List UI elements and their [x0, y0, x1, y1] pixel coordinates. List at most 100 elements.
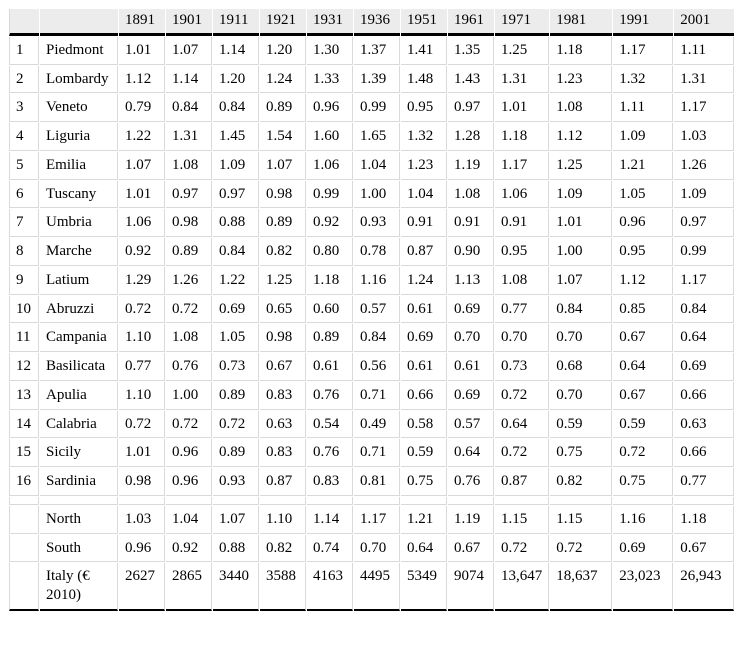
header-region-cell: [40, 9, 118, 36]
value-cell: 1.03: [119, 505, 165, 534]
value-cell: 0.89: [166, 238, 212, 266]
header-row: 1891 1901 1911 1921 1931 1936 1951 1961 1971 1981…: [9, 9, 735, 36]
value-cell: 1.17: [674, 266, 735, 295]
value-cell: 18,637: [550, 563, 613, 611]
value-cell: 0.84: [354, 324, 400, 352]
value-cell: 0.84: [213, 238, 259, 266]
value-cell: 0.77: [674, 468, 735, 496]
value-cell: 0.78: [354, 238, 400, 266]
value-cell: 1.65: [354, 123, 400, 151]
value-cell: 1.16: [354, 266, 400, 295]
value-cell: 0.97: [448, 94, 494, 122]
value-cell: 1.09: [613, 123, 674, 151]
value-cell: 1.22: [213, 266, 259, 295]
value-cell: 0.66: [401, 381, 447, 410]
spacer-row: [9, 496, 735, 505]
value-cell: 1.00: [354, 180, 400, 209]
row-number-cell: [9, 563, 39, 611]
region-row: 3 Veneto 0.79 0.84 0.84 0.89 0.96 0.99 0.95 0.97 1…: [9, 94, 735, 122]
value-cell: 0.57: [448, 410, 494, 439]
value-cell: 0.96: [119, 534, 165, 563]
region-name-cell: Lombardy: [40, 65, 118, 94]
spacer-cell: [119, 496, 165, 505]
value-cell: 0.82: [260, 534, 306, 563]
value-cell: 0.69: [401, 324, 447, 352]
header-year-cell: 1921: [260, 9, 306, 36]
value-cell: 0.67: [613, 324, 674, 352]
value-cell: 0.92: [307, 209, 353, 237]
region-row: 1 Piedmont 1.01 1.07 1.14 1.20 1.30 1.37 1.41 1.3…: [9, 36, 735, 65]
region-name-cell: Calabria: [40, 410, 118, 439]
value-cell: 3588: [260, 563, 306, 611]
value-cell: 1.24: [260, 65, 306, 94]
value-cell: 1.43: [448, 65, 494, 94]
spacer-cell: [354, 496, 400, 505]
value-cell: 1.06: [307, 151, 353, 180]
value-cell: 0.96: [613, 209, 674, 237]
value-cell: 1.14: [307, 505, 353, 534]
value-cell: 1.20: [213, 65, 259, 94]
value-cell: 0.99: [307, 180, 353, 209]
value-cell: 0.69: [674, 353, 735, 381]
value-cell: 0.88: [213, 534, 259, 563]
value-cell: 1.04: [401, 180, 447, 209]
value-cell: 0.97: [166, 180, 212, 209]
value-cell: 26,943: [674, 563, 735, 611]
value-cell: 1.09: [550, 180, 613, 209]
value-cell: 0.70: [550, 324, 613, 352]
region-row: 13 Apulia 1.10 1.00 0.89 0.83 0.76 0.71 0.66 0.69…: [9, 381, 735, 410]
value-cell: 1.32: [613, 65, 674, 94]
value-cell: 0.54: [307, 410, 353, 439]
value-cell: 2865: [166, 563, 212, 611]
value-cell: 0.69: [213, 295, 259, 324]
table-header: 1891 1901 1911 1921 1931 1936 1951 1961 1971 1981…: [9, 9, 735, 36]
value-cell: 0.87: [260, 468, 306, 496]
value-cell: 1.04: [166, 505, 212, 534]
value-cell: 1.01: [119, 439, 165, 467]
value-cell: 0.84: [166, 94, 212, 122]
row-number-cell: 16: [9, 468, 39, 496]
value-cell: 0.49: [354, 410, 400, 439]
header-year-cell: 1951: [401, 9, 447, 36]
value-cell: 0.69: [448, 381, 494, 410]
value-cell: 1.20: [260, 36, 306, 65]
region-row: 10 Abruzzi 0.72 0.72 0.69 0.65 0.60 0.57 0.61 0.6…: [9, 295, 735, 324]
value-cell: 0.95: [495, 238, 550, 266]
value-cell: 0.64: [495, 410, 550, 439]
header-year-cell: 1936: [354, 9, 400, 36]
value-cell: 0.98: [260, 180, 306, 209]
value-cell: 0.63: [674, 410, 735, 439]
value-cell: 0.79: [119, 94, 165, 122]
value-cell: 1.45: [213, 123, 259, 151]
value-cell: 0.61: [448, 353, 494, 381]
spacer-cell: [40, 496, 118, 505]
value-cell: 1.30: [307, 36, 353, 65]
value-cell: 0.98: [260, 324, 306, 352]
value-cell: 0.70: [550, 381, 613, 410]
value-cell: 1.25: [550, 151, 613, 180]
value-cell: 1.15: [495, 505, 550, 534]
value-cell: 0.96: [166, 468, 212, 496]
value-cell: 1.18: [550, 36, 613, 65]
value-cell: 0.76: [307, 439, 353, 467]
value-cell: 1.32: [401, 123, 447, 151]
value-cell: 4163: [307, 563, 353, 611]
spacer-cell: [260, 496, 306, 505]
value-cell: 1.10: [260, 505, 306, 534]
summary-row: North 1.03 1.04 1.07 1.10 1.14 1.17 1.21 1.19 1.1…: [9, 505, 735, 534]
value-cell: 0.89: [307, 324, 353, 352]
value-cell: 0.89: [213, 439, 259, 467]
value-cell: 1.11: [674, 36, 735, 65]
spacer-cell: [495, 496, 550, 505]
value-cell: 1.18: [495, 123, 550, 151]
row-number-cell: 14: [9, 410, 39, 439]
value-cell: 0.80: [307, 238, 353, 266]
value-cell: 1.37: [354, 36, 400, 65]
value-cell: 1.10: [119, 324, 165, 352]
spacer-cell: [674, 496, 735, 505]
value-cell: 0.72: [119, 410, 165, 439]
spacer-cell: [307, 496, 353, 505]
value-cell: 1.25: [260, 266, 306, 295]
value-cell: 9074: [448, 563, 494, 611]
value-cell: 1.21: [401, 505, 447, 534]
